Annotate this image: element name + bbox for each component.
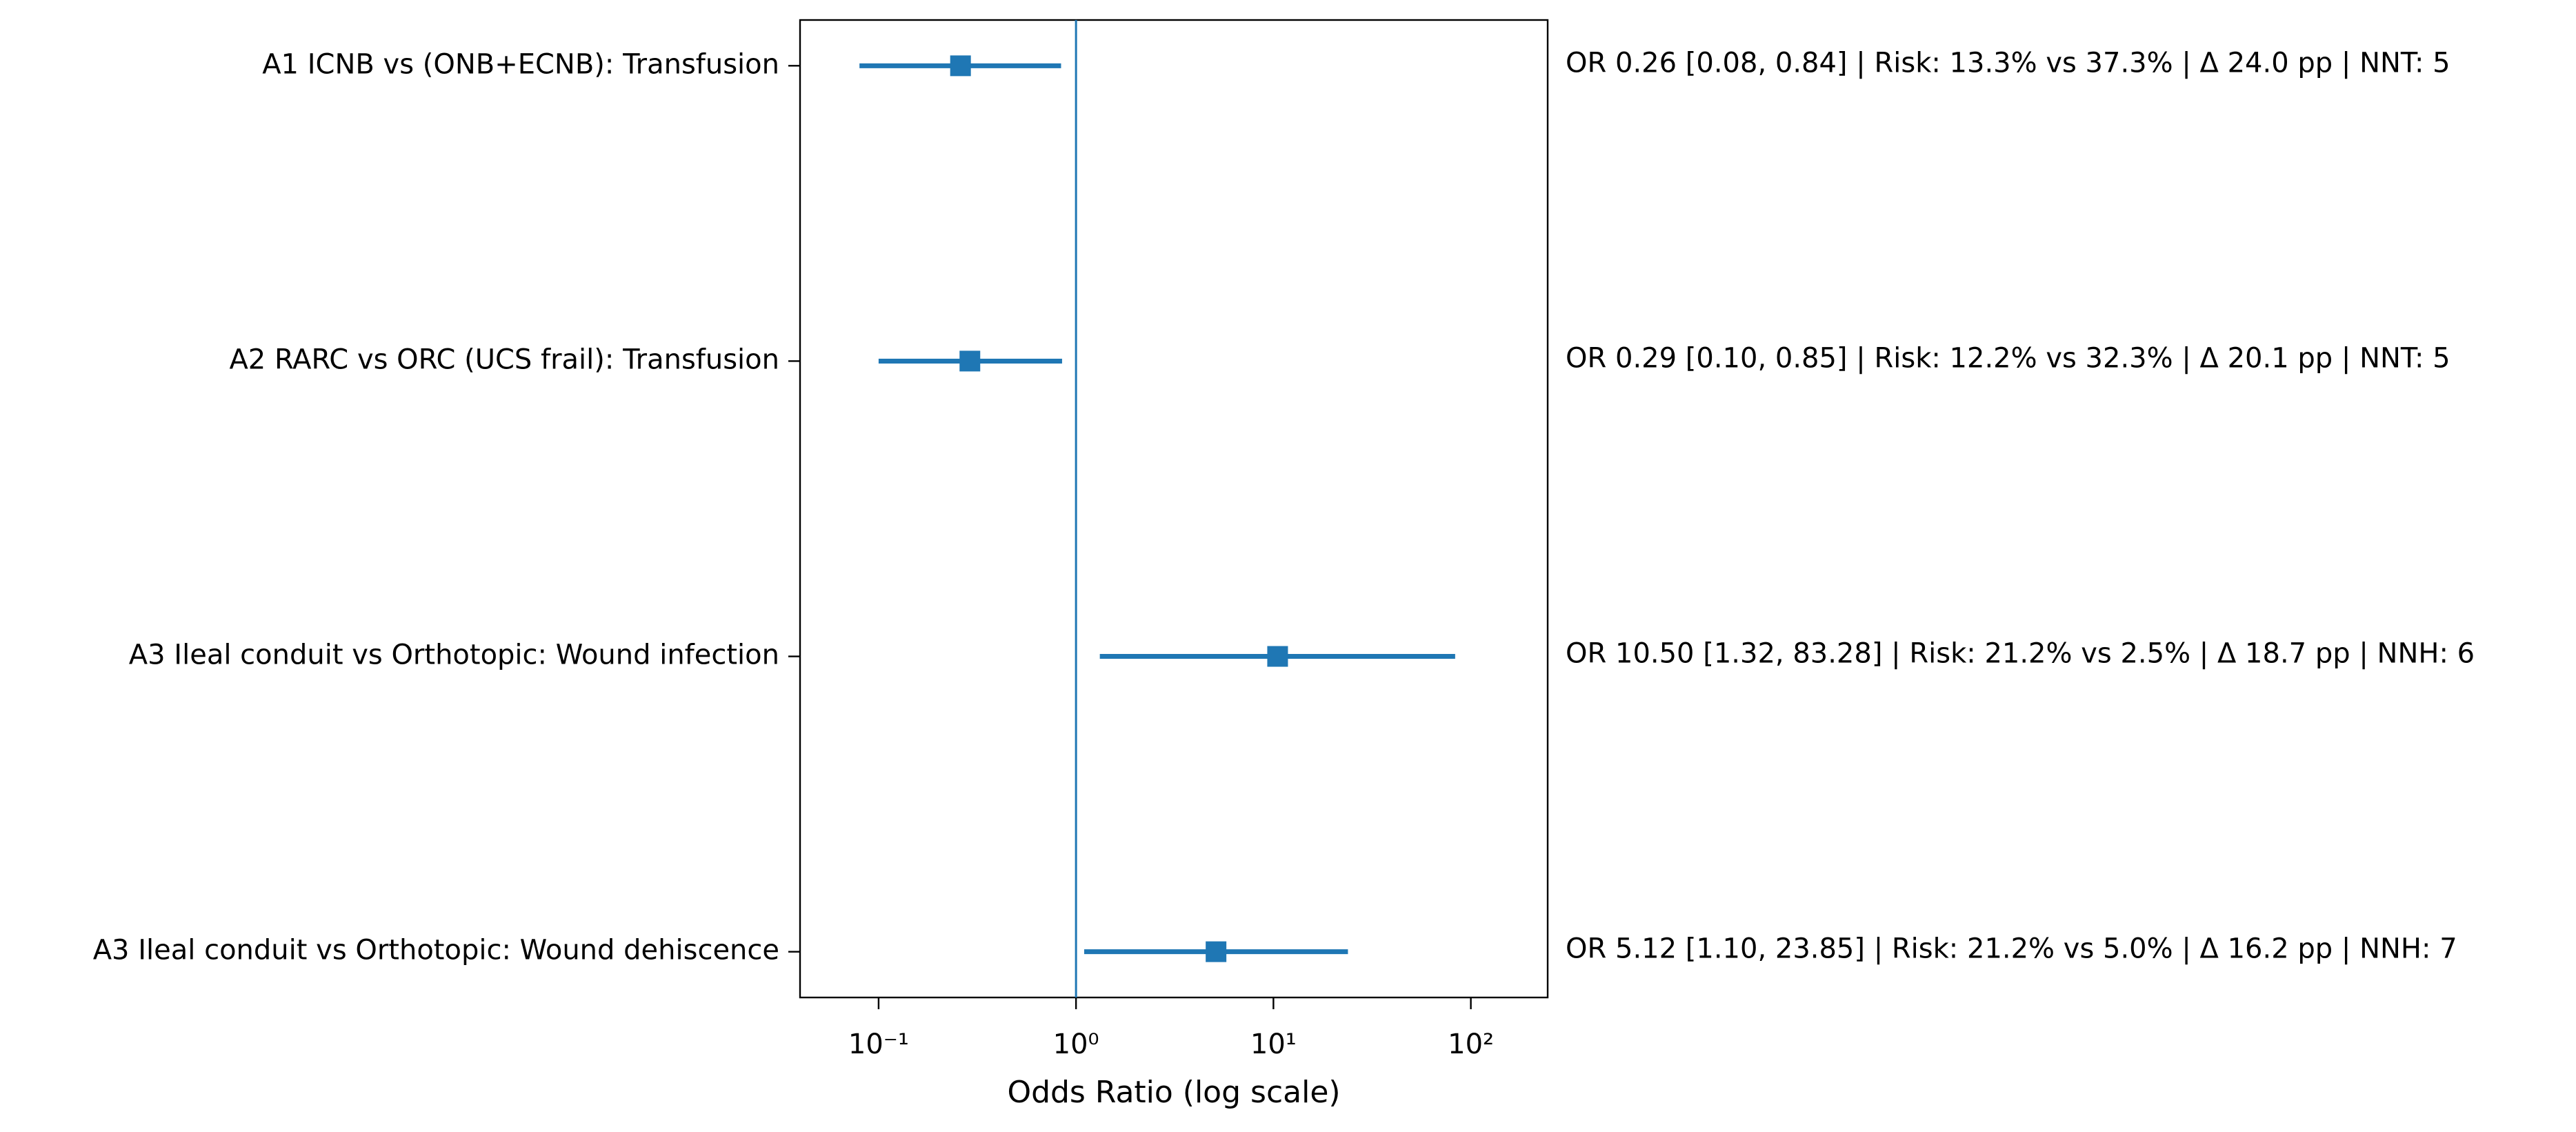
point-estimate	[1206, 941, 1227, 962]
point-estimate	[1267, 646, 1288, 667]
x-tick-label: 10⁻¹	[848, 1029, 909, 1060]
x-tick-label: 10¹	[1250, 1029, 1297, 1060]
y-tick-label: A1 ICNB vs (ONB+ECNB): Transfusion	[262, 48, 779, 80]
row-annotation: OR 0.26 [0.08, 0.84] | Risk: 13.3% vs 37…	[1566, 47, 2450, 79]
x-axis-label: Odds Ratio (log scale)	[1007, 1075, 1340, 1110]
row-annotation: OR 10.50 [1.32, 83.28] | Risk: 21.2% vs …	[1566, 638, 2475, 670]
x-tick-label: 10²	[1448, 1029, 1494, 1060]
y-tick-label: A3 Ileal conduit vs Orthotopic: Wound de…	[93, 935, 779, 966]
y-tick-label: A2 RARC vs ORC (UCS frail): Transfusion	[229, 344, 779, 375]
y-tick-label: A3 Ileal conduit vs Orthotopic: Wound in…	[129, 639, 779, 671]
x-tick-label: 10⁰	[1053, 1029, 1099, 1060]
point-estimate	[959, 350, 981, 372]
point-estimate	[950, 55, 971, 77]
row-annotation: OR 0.29 [0.10, 0.85] | Risk: 12.2% vs 32…	[1566, 342, 2450, 374]
plot-frame	[799, 19, 1549, 999]
row-annotation: OR 5.12 [1.10, 23.85] | Risk: 21.2% vs 5…	[1566, 933, 2457, 965]
